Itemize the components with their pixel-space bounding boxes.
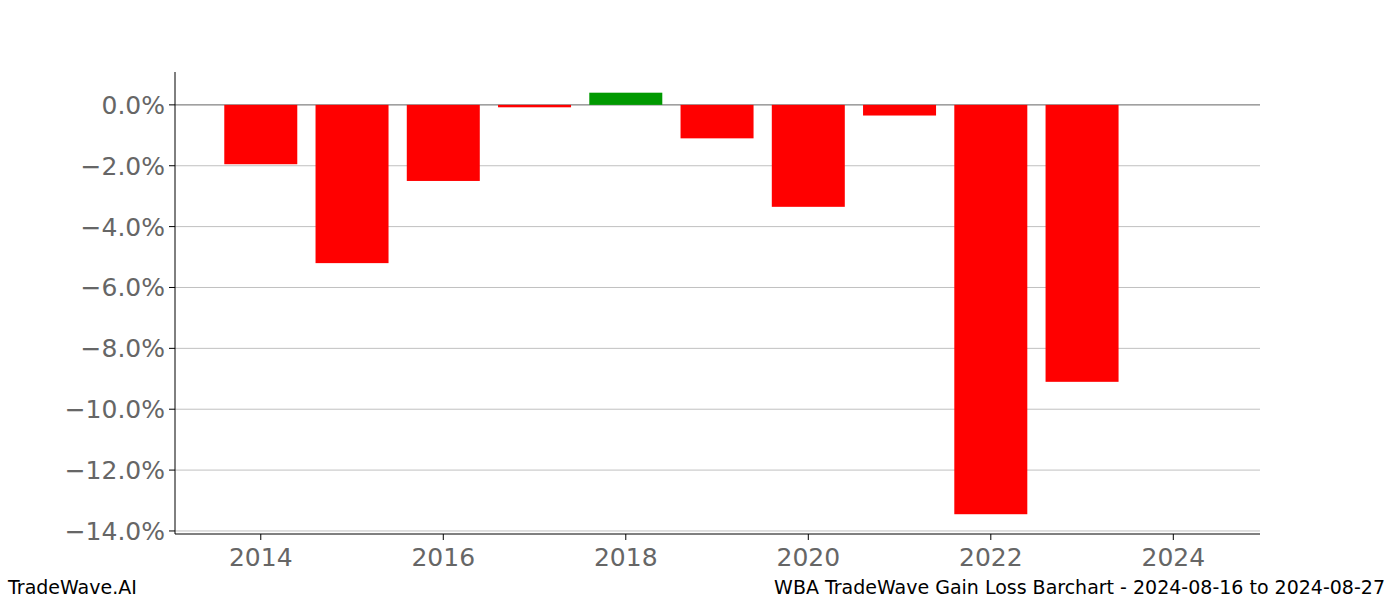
y-tick [169, 470, 175, 471]
y-tick [169, 287, 175, 288]
grid-line [175, 409, 1260, 410]
x-tick-label: 2016 [411, 543, 475, 572]
bar [224, 105, 297, 164]
grid-line [175, 530, 1260, 531]
grid [175, 105, 1260, 531]
x-tick-label: 2014 [229, 543, 293, 572]
y-tick [169, 530, 175, 531]
bar [772, 105, 845, 207]
x-tick-label: 2020 [776, 543, 840, 572]
y-tick-label: −8.0% [81, 334, 165, 363]
y-tick-label: −4.0% [81, 213, 165, 242]
bar [1046, 105, 1119, 382]
y-tick [169, 409, 175, 410]
y-tick-label: −10.0% [65, 395, 165, 424]
y-tick-label: −2.0% [81, 152, 165, 181]
bar [863, 105, 936, 116]
bar [589, 93, 662, 105]
bar [681, 105, 754, 138]
y-tick [169, 348, 175, 349]
y-tick-label: −6.0% [81, 273, 165, 302]
y-tick [169, 165, 175, 166]
x-tick [443, 534, 444, 540]
y-tick [169, 226, 175, 227]
bars [224, 93, 1118, 515]
title: WBA TradeWave Gain Loss Barchart - 2024-… [774, 576, 1385, 598]
y-tick-label: −14.0% [65, 517, 165, 546]
bar [407, 105, 480, 181]
source: TradeWave.AI [7, 576, 137, 598]
x-tick [1173, 534, 1174, 540]
y-axis [175, 72, 176, 534]
chart: 0.0% −2.0% −4.0% −6.0% −8.0% −10.0% −12.0% −14.… [0, 0, 1400, 600]
x-tick [990, 534, 991, 540]
y-tick-label: −12.0% [65, 456, 165, 485]
bar [316, 105, 389, 263]
x-tick-label: 2024 [1141, 543, 1205, 572]
y-tick [169, 104, 175, 105]
x-tick-label: 2018 [594, 543, 658, 572]
grid-line [175, 470, 1260, 471]
y-tick-label: 0.0% [101, 91, 165, 120]
x-tick [808, 534, 809, 540]
bar [954, 105, 1027, 514]
x-tick [260, 534, 261, 540]
x-tick-label: 2022 [959, 543, 1023, 572]
x-tick [625, 534, 626, 540]
bar [498, 105, 571, 107]
x-axis [175, 534, 1260, 535]
